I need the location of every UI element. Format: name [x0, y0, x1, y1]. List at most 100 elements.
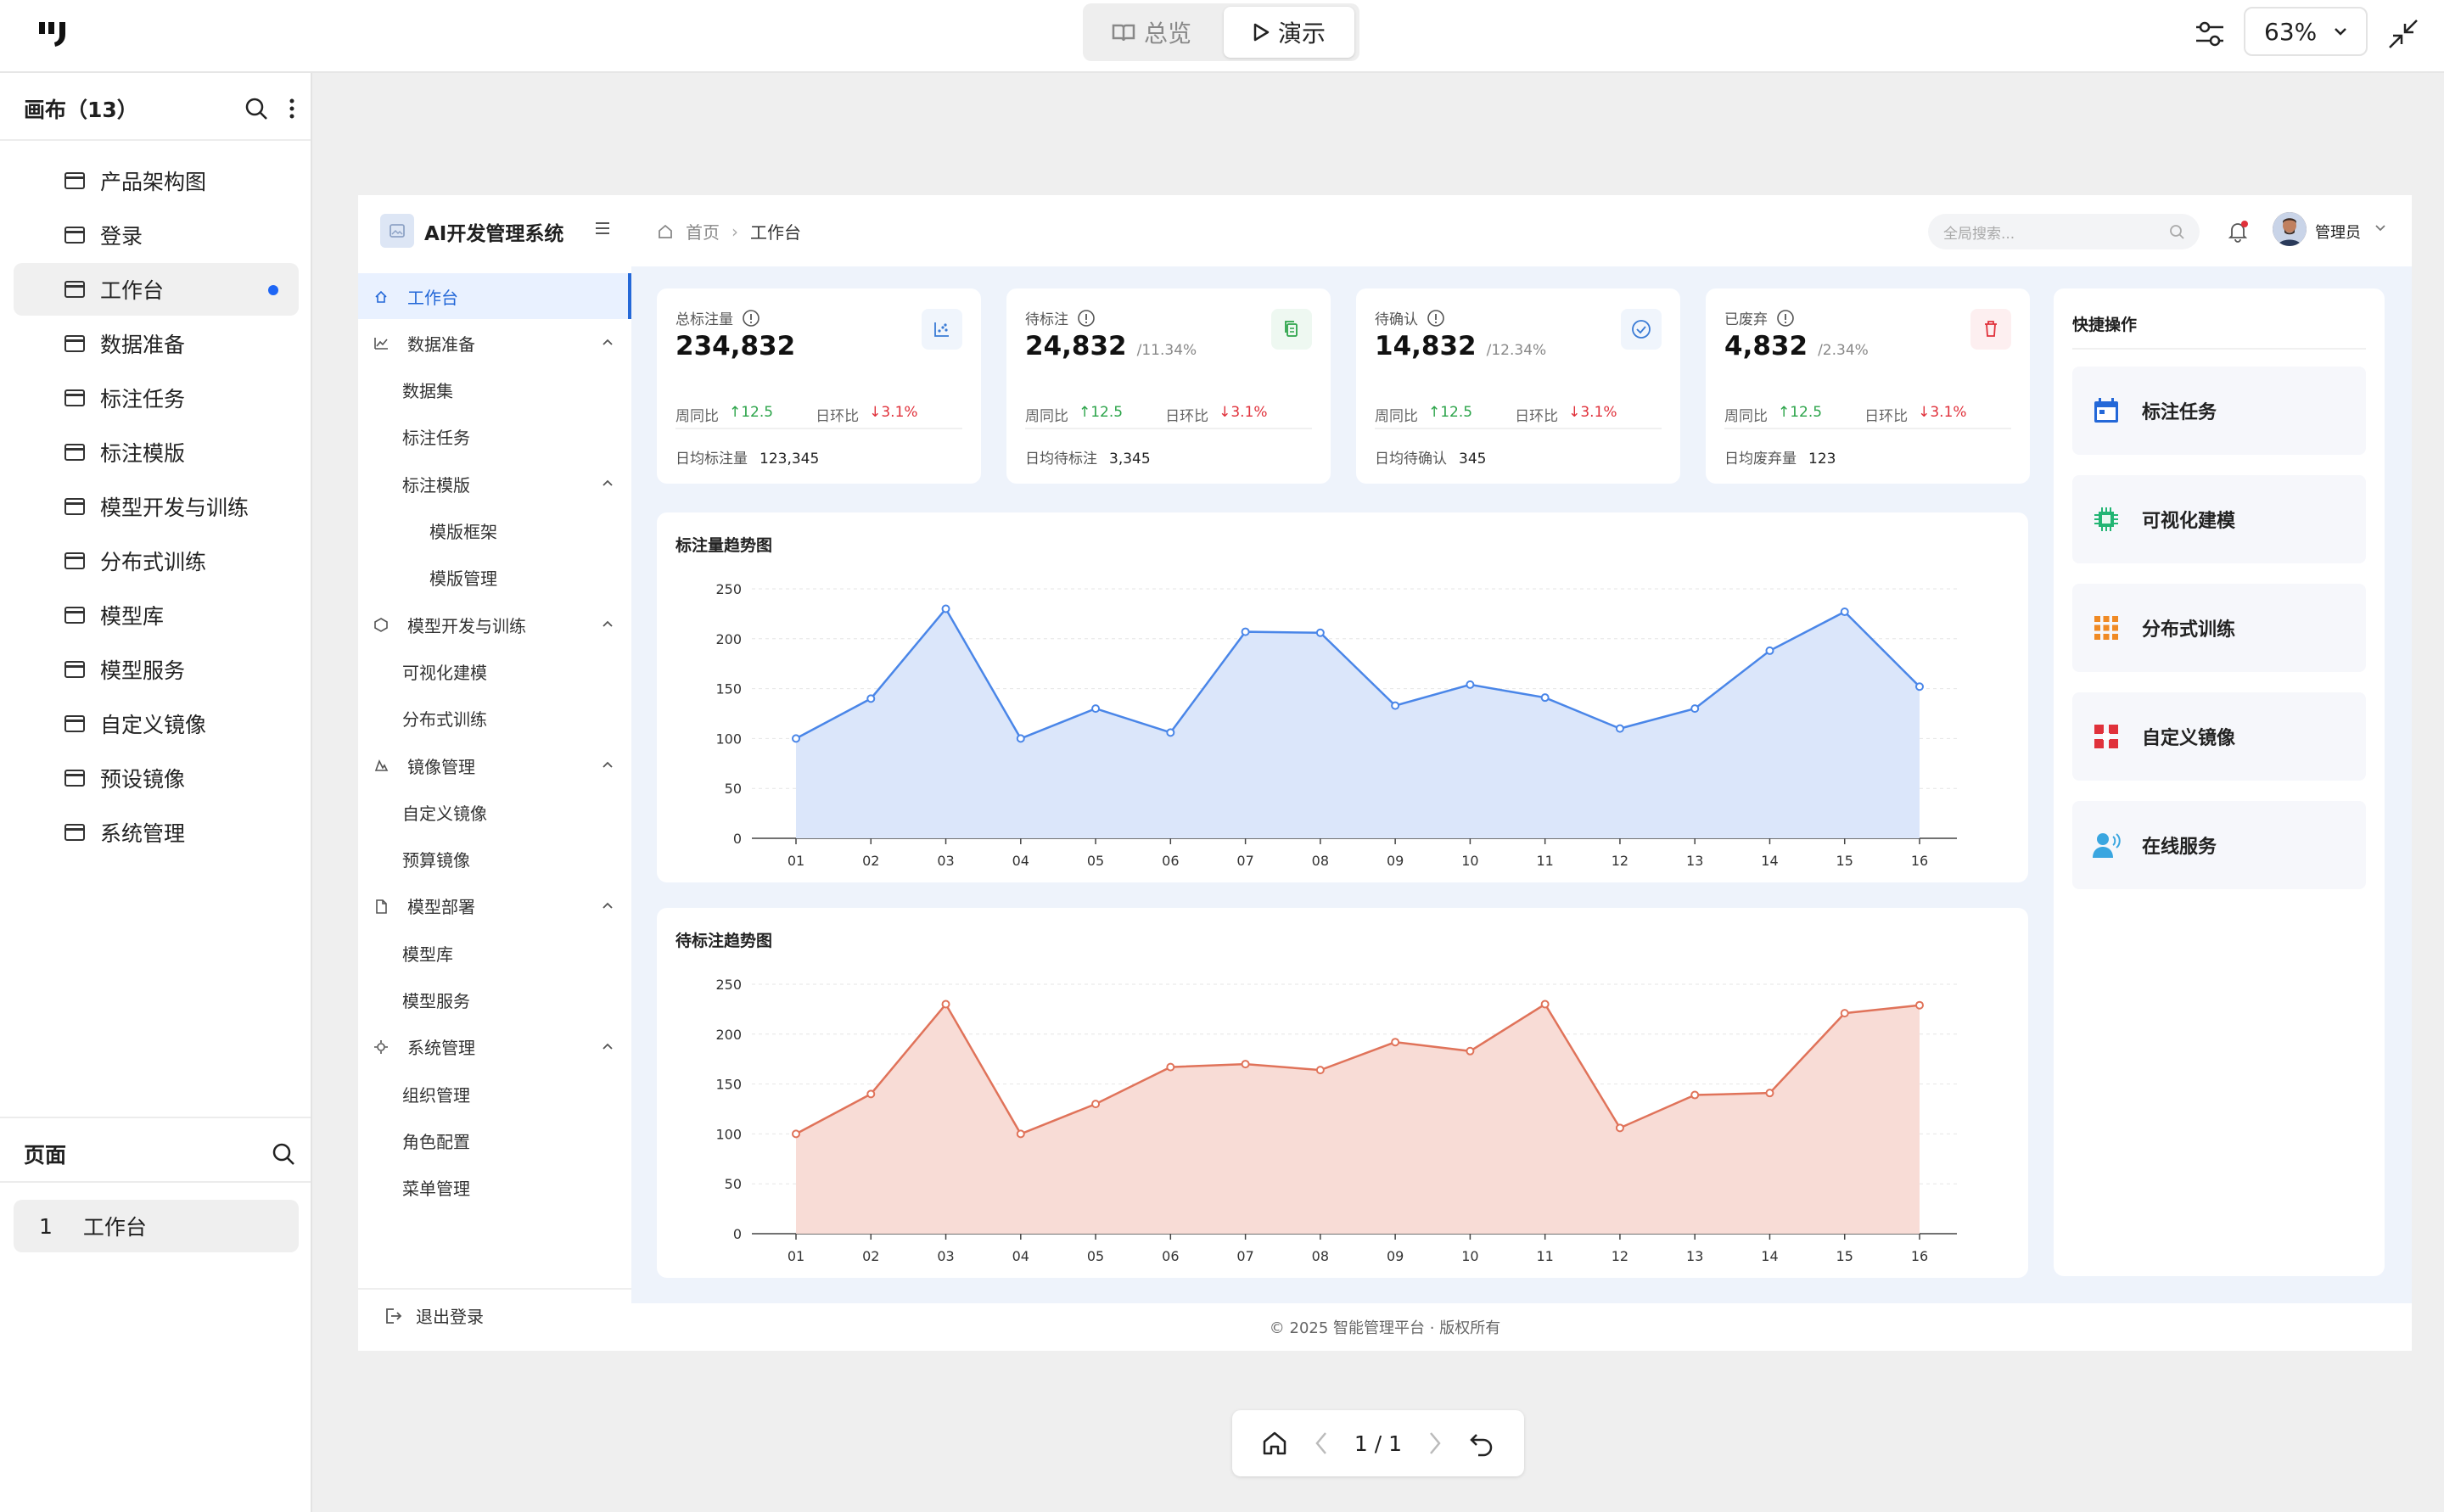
- canvas-item[interactable]: 分布式训练: [14, 535, 299, 587]
- logout-button[interactable]: 退出登录: [384, 1303, 484, 1328]
- chevron-up-icon[interactable]: [603, 620, 613, 627]
- data-point[interactable]: [941, 604, 950, 613]
- menu-group[interactable]: 系统管理: [358, 1024, 631, 1070]
- data-point[interactable]: [1615, 1123, 1624, 1133]
- data-point[interactable]: [792, 1129, 800, 1139]
- quick-action-button[interactable]: 自定义镜像: [2072, 692, 2366, 781]
- data-point[interactable]: [866, 694, 876, 703]
- data-point[interactable]: [792, 734, 800, 743]
- menu-group[interactable]: 模型开发与训练: [358, 602, 631, 647]
- menu-item[interactable]: 模版管理: [358, 555, 631, 601]
- data-point[interactable]: [1690, 704, 1700, 714]
- menu-group[interactable]: 模型部署: [358, 883, 631, 929]
- data-point[interactable]: [1391, 1038, 1400, 1047]
- notification-bell-icon[interactable]: [2225, 219, 2251, 244]
- info-icon[interactable]: [1077, 309, 1096, 328]
- canvas-item[interactable]: 登录: [14, 209, 299, 261]
- chevron-up-icon[interactable]: [603, 1043, 613, 1050]
- tab-overview[interactable]: 总览: [1088, 7, 1215, 58]
- data-point[interactable]: [1315, 1066, 1325, 1075]
- canvas-item[interactable]: 预设镜像: [14, 752, 299, 804]
- data-point[interactable]: [1166, 1062, 1175, 1072]
- exit-fullscreen-icon[interactable]: [2386, 17, 2420, 51]
- data-point[interactable]: [1540, 1000, 1550, 1009]
- canvas-item[interactable]: 模型服务: [14, 643, 299, 696]
- menu-group[interactable]: 数据准备: [358, 320, 631, 366]
- global-search-input[interactable]: 全局搜索...: [1928, 214, 2200, 249]
- chevron-right-icon[interactable]: [1427, 1430, 1443, 1457]
- data-point[interactable]: [1016, 1129, 1025, 1139]
- menu-item[interactable]: 模型服务: [358, 977, 631, 1023]
- menu-item[interactable]: 标注模版: [358, 461, 631, 507]
- home-icon[interactable]: [1261, 1430, 1288, 1457]
- data-point[interactable]: [1241, 1060, 1250, 1069]
- adjust-settings-icon[interactable]: [2193, 17, 2227, 51]
- breadcrumb-home[interactable]: 首页: [686, 222, 720, 243]
- quick-action-button[interactable]: 在线服务: [2072, 801, 2366, 889]
- data-point[interactable]: [1166, 728, 1175, 737]
- data-point[interactable]: [1315, 628, 1325, 637]
- avatar[interactable]: [2273, 212, 2307, 246]
- canvas-item[interactable]: 系统管理: [14, 806, 299, 859]
- quick-action-button[interactable]: 可视化建模: [2072, 475, 2366, 563]
- chevron-up-icon[interactable]: [603, 339, 613, 345]
- menu-item[interactable]: 分布式训练: [358, 696, 631, 742]
- canvas-item[interactable]: 自定义镜像: [14, 697, 299, 750]
- data-point[interactable]: [1540, 693, 1550, 703]
- canvas-item[interactable]: 数据准备: [14, 317, 299, 370]
- chevron-up-icon[interactable]: [603, 902, 613, 909]
- menu-group[interactable]: 镜像管理: [358, 742, 631, 788]
- info-icon[interactable]: [1776, 309, 1795, 328]
- menu-item[interactable]: 标注任务: [358, 414, 631, 460]
- search-icon[interactable]: [272, 1142, 295, 1166]
- data-point[interactable]: [1765, 1089, 1774, 1098]
- menu-item[interactable]: 自定义镜像: [358, 789, 631, 835]
- search-icon[interactable]: [244, 97, 268, 120]
- menu-icon[interactable]: [594, 221, 611, 236]
- data-point[interactable]: [1391, 701, 1400, 710]
- data-point[interactable]: [1466, 680, 1475, 689]
- menu-item[interactable]: 角色配置: [358, 1117, 631, 1163]
- canvas-item[interactable]: 模型开发与训练: [14, 480, 299, 533]
- data-point[interactable]: [1840, 1009, 1849, 1018]
- data-point[interactable]: [1690, 1090, 1700, 1100]
- menu-item[interactable]: 模版框架: [358, 508, 631, 554]
- menu-group[interactable]: 工作台: [358, 273, 631, 319]
- menu-item[interactable]: 预算镜像: [358, 837, 631, 882]
- data-point[interactable]: [941, 1000, 950, 1009]
- canvas-item[interactable]: 工作台: [14, 263, 299, 316]
- app-logo-icon[interactable]: [37, 19, 75, 49]
- info-icon[interactable]: [1427, 309, 1445, 328]
- menu-item[interactable]: 可视化建模: [358, 648, 631, 694]
- data-point[interactable]: [1241, 627, 1250, 636]
- chevron-down-icon[interactable]: [2374, 224, 2386, 232]
- menu-item[interactable]: 数据集: [358, 367, 631, 413]
- zoom-select[interactable]: 63%: [2244, 7, 2368, 56]
- data-point[interactable]: [1091, 1100, 1101, 1109]
- data-point[interactable]: [1466, 1046, 1475, 1056]
- menu-item[interactable]: 菜单管理: [358, 1165, 631, 1211]
- more-vertical-icon[interactable]: [289, 97, 295, 120]
- page-item[interactable]: 1 工作台: [14, 1200, 299, 1252]
- chevron-up-icon[interactable]: [603, 479, 613, 486]
- canvas-item[interactable]: 产品架构图: [14, 154, 299, 207]
- canvas-item[interactable]: 标注任务: [14, 372, 299, 424]
- data-point[interactable]: [866, 1089, 876, 1099]
- undo-icon[interactable]: [1468, 1430, 1495, 1457]
- user-name[interactable]: 管理员: [2315, 224, 2361, 242]
- canvas-item[interactable]: 标注模版: [14, 426, 299, 479]
- data-point[interactable]: [1615, 724, 1624, 733]
- data-point[interactable]: [1915, 1000, 1924, 1010]
- tab-present[interactable]: 演示: [1224, 7, 1354, 58]
- data-point[interactable]: [1765, 646, 1774, 655]
- canvas-item[interactable]: 模型库: [14, 589, 299, 641]
- menu-item[interactable]: 模型库: [358, 930, 631, 976]
- info-icon[interactable]: [742, 309, 760, 328]
- data-point[interactable]: [1915, 682, 1924, 692]
- menu-item[interactable]: 组织管理: [358, 1071, 631, 1117]
- quick-action-button[interactable]: 分布式训练: [2072, 584, 2366, 672]
- quick-action-button[interactable]: 标注任务: [2072, 367, 2366, 455]
- chevron-left-icon[interactable]: [1313, 1430, 1330, 1457]
- chevron-up-icon[interactable]: [603, 761, 613, 768]
- data-point[interactable]: [1016, 734, 1025, 743]
